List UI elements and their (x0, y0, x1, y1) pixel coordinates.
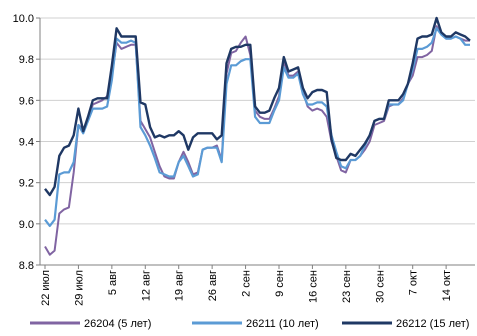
y-tick-label: 9.2 (19, 178, 34, 190)
x-tick-labels: 22 июл 29 июл 5 авг 12 авг 19 авг 26 авг 2 сен… (40, 270, 453, 306)
x-tick-label: 23 сен (341, 270, 353, 303)
x-tick-label: 16 сен (307, 270, 319, 303)
gridlines (36, 17, 475, 269)
y-tick-label: 9.6 (19, 95, 34, 107)
x-tick-label: 29 июл (73, 270, 85, 306)
y-tick-label: 8.8 (19, 260, 34, 272)
y-tick-label: 9.8 (19, 54, 34, 66)
x-tick-label: 14 окт (441, 270, 453, 301)
y-tick-label: 9.4 (19, 137, 34, 149)
y-tick-label: 10.0 (13, 13, 34, 25)
x-tick-label: 2 сен (241, 270, 253, 297)
series-line-2 (44, 27, 470, 227)
x-tick-label: 30 сен (374, 270, 386, 303)
legend-label: 26211 (10 лет) (246, 318, 319, 330)
series-line-1 (44, 25, 470, 256)
legend-label: 26204 (5 лет) (84, 318, 151, 330)
y-tick-label: 9.0 (19, 219, 34, 231)
x-tick-label: 5 авг (107, 270, 119, 295)
x-tick-label: 9 сен (274, 270, 286, 297)
series-lines (44, 16, 471, 256)
y-tick-labels: 8.8 9.0 9.2 9.4 9.6 9.8 10.0 (13, 13, 34, 272)
x-tick-label: 7 окт (408, 270, 420, 295)
x-tick-label: 26 авг (207, 270, 219, 301)
legend-label: 26212 (15 лет) (396, 318, 469, 330)
x-tick-label: 19 авг (174, 270, 186, 301)
legend: 26204 (5 лет) 26211 (10 лет) 26212 (15 лет… (30, 318, 469, 330)
series-line-3 (44, 16, 471, 197)
x-tick-label: 22 июл (40, 270, 52, 306)
x-tick-label: 12 авг (140, 270, 152, 301)
